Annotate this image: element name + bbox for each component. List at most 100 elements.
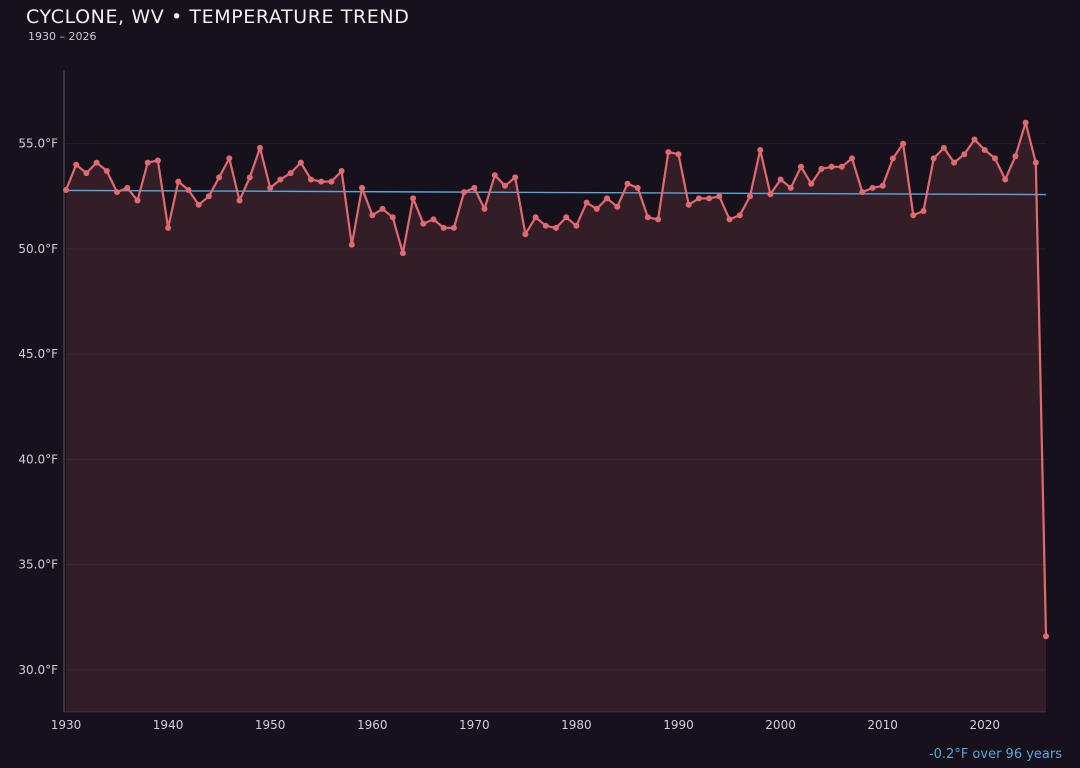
data-point [573, 222, 580, 229]
data-point [83, 170, 90, 177]
x-tick-label: 2020 [969, 718, 1000, 732]
data-point [808, 180, 815, 187]
data-point [675, 151, 682, 158]
data-point [747, 193, 753, 200]
data-point [236, 197, 243, 204]
data-point [1043, 633, 1049, 640]
data-point [644, 214, 651, 221]
chart-title: CYCLONE, WV • TEMPERATURE TREND [26, 6, 410, 28]
data-point [614, 203, 621, 210]
data-point [685, 201, 692, 208]
data-point [716, 193, 723, 200]
data-point [767, 191, 774, 198]
data-point [450, 224, 457, 231]
y-tick-label: 30.0°F [18, 663, 58, 677]
data-point [604, 195, 610, 202]
data-point [114, 189, 120, 196]
data-point [971, 136, 978, 143]
data-point [185, 187, 192, 193]
data-point [655, 216, 662, 223]
data-point [522, 231, 529, 238]
data-point [124, 184, 131, 191]
chart-header: CYCLONE, WV • TEMPERATURE TREND 1930 – 2… [26, 6, 409, 43]
data-point [951, 159, 958, 166]
x-tick-label: 1980 [561, 718, 592, 732]
data-point [849, 155, 855, 162]
data-point [593, 205, 600, 212]
y-tick-label: 55.0°F [18, 137, 58, 151]
data-point [726, 216, 733, 223]
data-point [491, 172, 498, 179]
data-point [134, 197, 141, 204]
data-point [992, 155, 998, 162]
data-point [869, 184, 876, 191]
x-tick-label: 1930 [51, 718, 82, 732]
data-point [502, 182, 508, 189]
data-point [1022, 119, 1029, 126]
data-point [267, 184, 274, 191]
data-point [563, 214, 570, 221]
data-point [154, 157, 161, 164]
data-point [328, 178, 335, 185]
data-point [838, 163, 845, 170]
x-axis-labels: 1930 1940 1950 1960 1970 1980 1990 2000 2010 2020 [51, 718, 1000, 732]
data-point [889, 155, 896, 162]
data-point [399, 250, 406, 257]
data-point [93, 159, 100, 166]
data-point [1012, 153, 1019, 160]
data-point [777, 176, 784, 183]
data-point [461, 189, 468, 196]
data-point [287, 170, 294, 177]
data-point [195, 201, 202, 208]
data-point [63, 187, 69, 193]
data-point [634, 184, 641, 191]
x-tick-label: 1970 [459, 718, 490, 732]
data-point [389, 214, 396, 221]
data-point [940, 144, 947, 151]
data-point [879, 182, 886, 189]
y-tick-label: 40.0°F [18, 452, 58, 466]
data-point [481, 205, 488, 212]
data-point [828, 163, 835, 170]
data-point [553, 224, 559, 231]
data-point [665, 149, 672, 156]
data-point [757, 147, 764, 153]
series-area [66, 122, 1046, 713]
data-point [226, 155, 233, 162]
data-point [910, 212, 917, 219]
data-point [583, 199, 590, 206]
data-point [410, 195, 417, 202]
data-point [695, 195, 702, 202]
data-point [981, 147, 988, 153]
data-point [205, 193, 212, 200]
data-point [736, 212, 743, 219]
data-point [348, 241, 355, 248]
data-point [532, 214, 539, 221]
data-point [471, 184, 478, 191]
data-point [920, 208, 927, 214]
x-tick-label: 1940 [153, 718, 184, 732]
data-point [216, 174, 223, 181]
data-point [338, 168, 345, 174]
x-tick-label: 2000 [765, 718, 796, 732]
data-point [103, 168, 110, 174]
data-point [961, 151, 968, 158]
data-point [930, 155, 937, 162]
y-axis-labels: 30.0°F 35.0°F 40.0°F 45.0°F 50.0°F 55.0°F [18, 137, 58, 677]
data-point [318, 178, 325, 185]
x-tick-label: 1990 [663, 718, 694, 732]
x-tick-label: 1950 [255, 718, 286, 732]
data-point [257, 144, 263, 151]
gridlines [66, 143, 1046, 671]
data-point [308, 176, 314, 183]
data-point [542, 222, 549, 229]
data-point [144, 159, 151, 166]
y-tick-label: 35.0°F [18, 558, 58, 572]
data-point [440, 224, 447, 231]
y-tick-label: 45.0°F [18, 347, 58, 361]
chart-subtitle: 1930 – 2026 [28, 30, 97, 43]
data-point [359, 184, 365, 191]
data-point [369, 212, 376, 219]
